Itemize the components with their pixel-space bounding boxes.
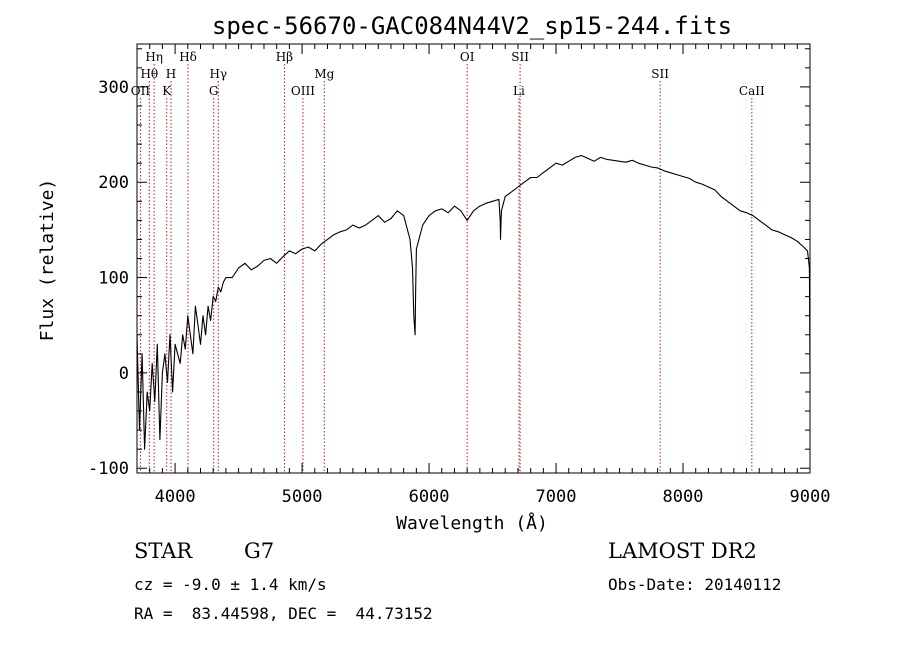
redshift-cz: cz = -9.0 ± 1.4 km/s <box>134 575 327 594</box>
line-label: Hη <box>145 50 163 64</box>
line-label: Li <box>513 84 525 98</box>
y-tick-label: 200 <box>98 173 129 193</box>
y-tick-label: 100 <box>98 269 129 289</box>
line-label: OIII <box>291 84 315 98</box>
spectrum-series <box>136 154 811 450</box>
line-label: OII <box>131 84 151 98</box>
emission-line-markers: Hη Hδ Hβ OI SII Hθ H Hγ Mg SII OII K G OIII Li CaII <box>131 50 765 473</box>
x-tick-label: 4000 <box>155 487 196 507</box>
object-class: STAR <box>134 539 193 563</box>
y-axis-label: Flux (relative) <box>37 179 58 342</box>
line-label: G <box>209 84 219 98</box>
obs-date: Obs-Date: 20140112 <box>608 575 782 594</box>
coordinates: RA = 83.44598, DEC = 44.73152 <box>134 604 433 623</box>
y-tick-label: 0 <box>119 364 129 384</box>
line-label: SII <box>511 50 529 64</box>
plot-frame <box>136 43 811 474</box>
line-label: CaII <box>739 84 765 98</box>
y-tick-label: 300 <box>98 78 129 98</box>
line-label: K <box>162 84 172 98</box>
plot-axes: 4000 5000 6000 7000 8000 9000 -100 0 100 200 300 <box>88 43 831 507</box>
x-tick-label: 8000 <box>663 487 704 507</box>
spectrum-line <box>136 154 811 450</box>
x-axis-label: Wavelength (Å) <box>396 512 548 534</box>
y-tick-label: -100 <box>88 459 129 479</box>
line-label: Hδ <box>179 50 197 64</box>
line-label: Hγ <box>209 67 227 81</box>
x-tick-label: 7000 <box>536 487 577 507</box>
chart-title: spec-56670-GAC084N44V2_sp15-244.fits <box>212 12 732 40</box>
line-label: Hβ <box>276 50 293 64</box>
line-label: SII <box>651 67 669 81</box>
line-label: Mg <box>314 67 334 81</box>
object-subclass: G7 <box>244 539 275 563</box>
line-label: OI <box>460 50 475 64</box>
line-label: H <box>166 67 176 81</box>
x-tick-label: 6000 <box>409 487 450 507</box>
x-tick-label: 5000 <box>282 487 323 507</box>
line-label: Hθ <box>140 67 158 81</box>
x-tick-label: 9000 <box>790 487 831 507</box>
survey-name: LAMOST DR2 <box>608 539 757 563</box>
